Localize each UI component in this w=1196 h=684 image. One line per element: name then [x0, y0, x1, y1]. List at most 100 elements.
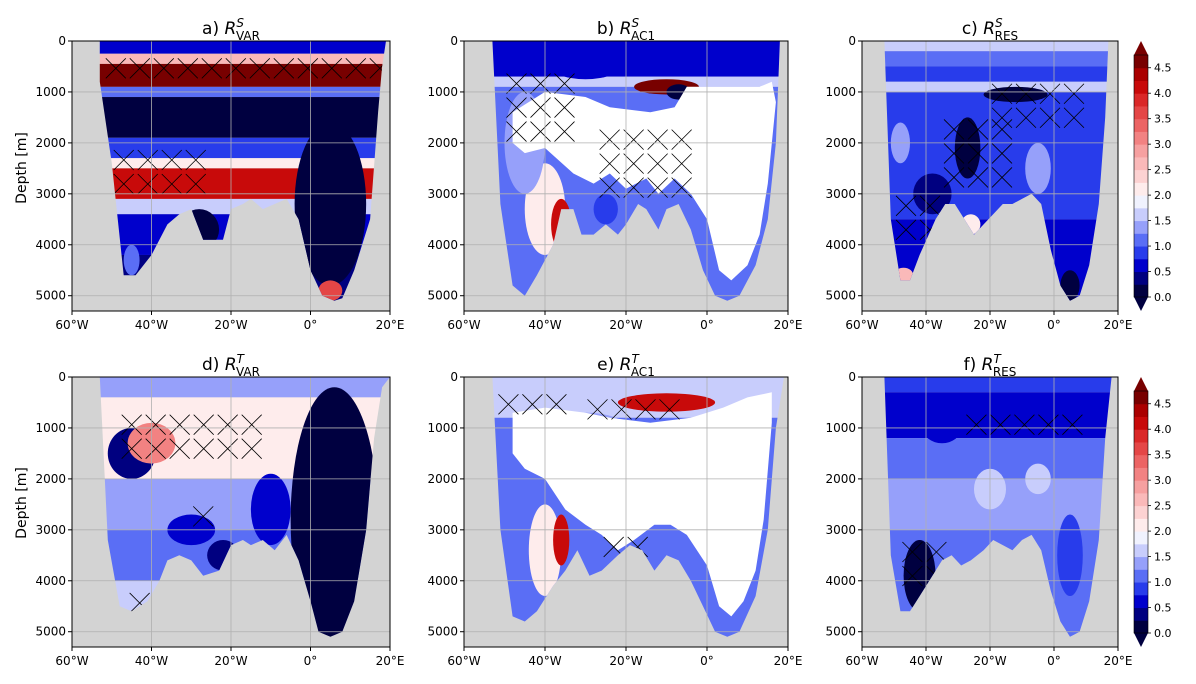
y-tick-label: 3000 [35, 523, 66, 537]
hatch-mark [241, 414, 262, 435]
colorbar-segment [1134, 258, 1148, 273]
field-patch [617, 393, 716, 412]
hatch-mark [113, 173, 135, 195]
hatch-mark [967, 167, 989, 188]
hatch-mark [1015, 83, 1037, 105]
x-tick-label: 0° [1047, 654, 1061, 668]
y-tick-label: 5000 [35, 625, 66, 639]
x-tick-label: 0° [700, 654, 714, 668]
y-tick-label: 4000 [35, 238, 66, 252]
hatch-mark [546, 394, 567, 415]
y-tick-label: 2000 [35, 136, 66, 150]
colorbar-segment [1134, 118, 1148, 132]
hatch-mark [145, 414, 166, 435]
y-tick-label: 4000 [825, 238, 856, 252]
colorbar-segment [1134, 233, 1148, 247]
y-tick-label: 3000 [825, 523, 856, 537]
colorbar-tick-label: 1.0 [1154, 576, 1172, 589]
hatch-mark [345, 58, 367, 79]
hatch-mark [647, 153, 668, 174]
colorbar-tick-label: 4.5 [1154, 398, 1172, 411]
field-patch [593, 193, 618, 225]
colorbar-tick-label: 2.5 [1154, 500, 1172, 513]
x-tick-label: 60°W [55, 318, 88, 332]
hatch-mark [193, 438, 214, 459]
field-band [492, 41, 780, 77]
x-tick-label: 60°W [447, 318, 480, 332]
field-patch [250, 473, 291, 546]
hatch-mark [498, 394, 519, 415]
hatch-mark [943, 143, 965, 164]
significance-hatching [902, 414, 1083, 587]
hatch-mark [530, 73, 551, 94]
field-patch [290, 387, 379, 637]
colorbar-tick-label: 1.5 [1154, 215, 1172, 228]
x-tick-label: 20°W [973, 654, 1006, 668]
hatch-mark [902, 565, 923, 587]
colorbar-segment [1134, 416, 1148, 430]
hatch-mark [659, 399, 680, 420]
x-tick-label: 0° [700, 318, 714, 332]
x-tick-label: 20°W [973, 318, 1006, 332]
y-tick-label: 0 [848, 34, 856, 48]
y-tick-label: 0 [450, 370, 458, 384]
colorbar-segment [1134, 492, 1148, 507]
hatch-mark [225, 58, 247, 79]
hatch-mark [241, 438, 262, 459]
y-axis-label-top: Depth [m] [14, 132, 30, 204]
hatch-mark [623, 177, 644, 198]
colorbar-segment [1134, 429, 1148, 443]
colorbar-segment [1134, 271, 1148, 285]
hatch-mark [991, 143, 1013, 164]
field-patch [553, 514, 570, 566]
panel-d: 60°W 40°W 20°W 0° 20°E 0 1000 2000 3000 4000 5000 d… [35, 352, 404, 668]
colorbar-extend-min [1134, 633, 1148, 647]
x-tick-label: 20°E [1104, 318, 1133, 332]
x-tick-label: 0° [304, 318, 318, 332]
colorbar-segment [1134, 169, 1148, 183]
colorbar-segment [1134, 569, 1148, 583]
colorbar-segment [1134, 441, 1148, 456]
y-tick-label: 2000 [427, 472, 458, 486]
colorbar-segment [1134, 144, 1148, 158]
y-tick-label: 2000 [825, 472, 856, 486]
y-tick-label: 5000 [825, 625, 856, 639]
x-tick-label: 0° [1047, 318, 1061, 332]
colorbar-tick-label: 3.0 [1154, 138, 1172, 151]
masked-region [512, 81, 776, 281]
colorbar-tick-label: 2.5 [1154, 164, 1172, 177]
field-band [492, 76, 780, 87]
y-tick-label: 5000 [825, 289, 856, 303]
y-tick-label: 5000 [427, 625, 458, 639]
hatch-mark [153, 58, 175, 79]
hatch-mark [611, 399, 632, 420]
hatch-mark [105, 58, 127, 79]
x-tick-label: 60°W [447, 654, 480, 668]
hatch-mark [1038, 414, 1059, 435]
colorbar-segment [1134, 620, 1148, 634]
hatch-mark [967, 143, 989, 164]
significance-hatching [105, 58, 387, 195]
field-patch [545, 43, 626, 80]
x-tick-label: 20°W [609, 318, 642, 332]
x-tick-label: 20°W [609, 654, 642, 668]
colorbar-segment [1134, 131, 1148, 145]
field-band [99, 41, 387, 54]
hatch-mark [169, 414, 190, 435]
colorbar-segment [1134, 505, 1148, 519]
y-tick-label: 3000 [427, 187, 458, 201]
colorbar-tick-label: 0.5 [1154, 266, 1172, 279]
colorbar-bottom: 0.0 0.5 1.0 1.5 2.0 2.5 3.0 3.5 4.0 4.5 [1133, 377, 1172, 647]
colorbar-tick-label: 2.0 [1154, 525, 1172, 538]
x-tick-label: 60°W [845, 318, 878, 332]
x-tick-label: 40°W [135, 318, 168, 332]
y-tick-label: 5000 [427, 289, 458, 303]
x-tick-label: 40°W [909, 654, 942, 668]
hatch-mark [647, 177, 668, 198]
colorbar-tick-label: 2.0 [1154, 189, 1172, 202]
hatch-mark [185, 173, 207, 195]
hatch-mark [599, 153, 620, 174]
hatch-mark [943, 167, 965, 188]
hatch-mark [603, 536, 624, 558]
